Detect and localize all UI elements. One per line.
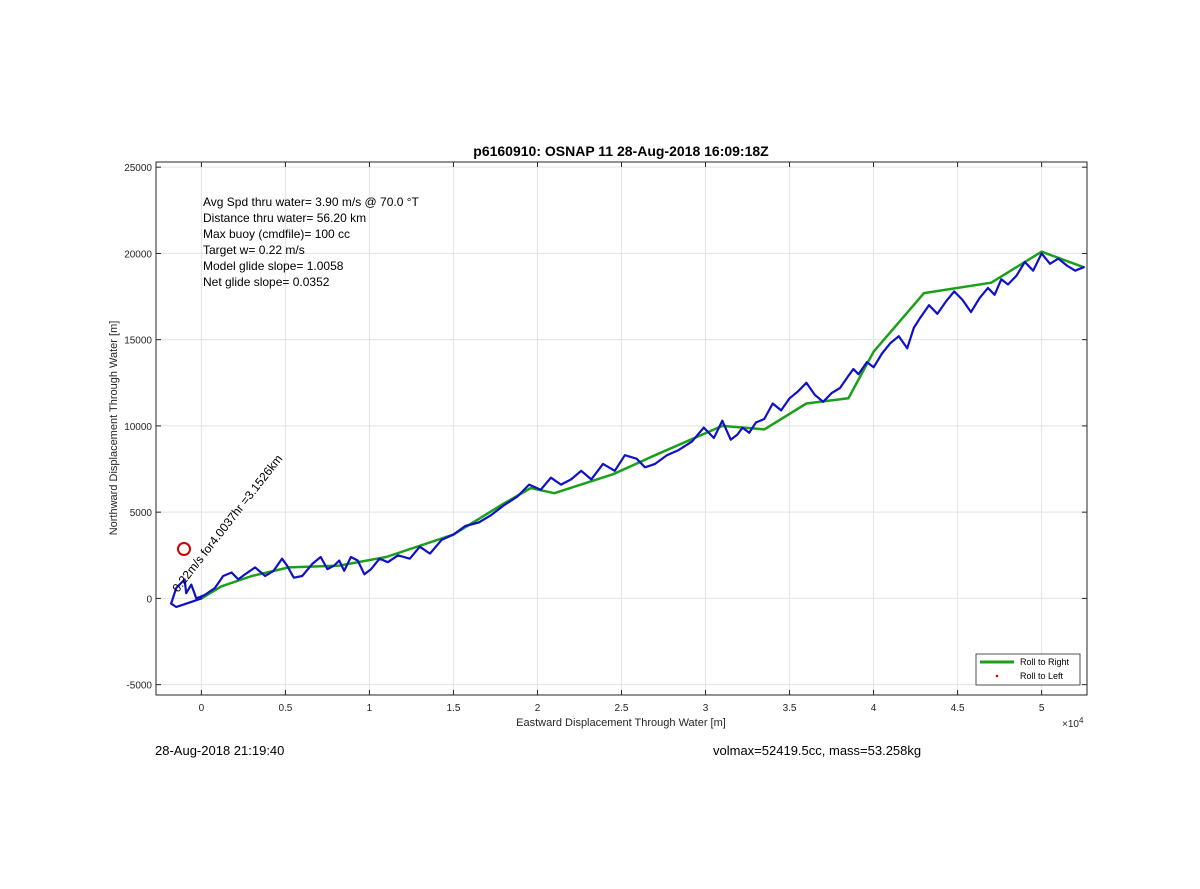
x-tick-label: 3 [703,703,709,714]
ticks: 0 0.5 1 1.5 2 2.5 3 3.5 4 4.5 5 -5000 0 5000 10000 1500… [124,162,1087,714]
x-tick-label: 5 [1039,703,1045,714]
stats-annotation: Avg Spd thru water= 3.90 m/s @ 70.0 °T [203,195,420,209]
series-line-track [170,252,1085,609]
annotations: Avg Spd thru water= 3.90 m/s @ 70.0 °T Di… [203,195,420,289]
x-tick-label: 0 [199,703,205,714]
series-layer [170,250,1085,609]
x-axis-label: Eastward Displacement Through Water [m] [516,717,726,729]
x-tick-label: 4 [871,703,877,714]
footer-timestamp: 28-Aug-2018 21:19:40 [155,743,285,758]
stats-annotation: Model glide slope= 1.0058 [203,259,344,273]
footer-volmax-mass: volmax=52419.5cc, mass=53.258kg [713,743,922,758]
legend-label-right: Roll to Right [1020,657,1070,667]
stats-annotation: Target w= 0.22 m/s [203,243,305,257]
x-tick-label: 0.5 [278,703,292,714]
x-tick-label: 2.5 [615,703,629,714]
y-axis-label: Northward Displacement Through Water [m] [108,321,120,536]
y-tick-label: 25000 [124,163,152,174]
y-tick-label: 10000 [124,422,152,433]
stats-annotation: Distance thru water= 56.20 km [203,211,366,225]
y-tick-label: 5000 [130,508,153,519]
y-tick-label: -5000 [126,681,152,692]
x-exponent-label: ×104 [1062,716,1084,730]
stats-annotation: Net glide slope= 0.0352 [203,275,330,289]
y-tick-label: 15000 [124,336,152,347]
x-tick-label: 4.5 [951,703,965,714]
legend-box [975,653,1081,686]
current-marker [177,542,191,556]
x-tick-label: 2 [535,703,541,714]
x-tick-label: 1 [367,703,373,714]
chart-title: p6160910: OSNAP 11 28-Aug-2018 16:09:18Z [473,143,769,159]
x-tick-label: 3.5 [783,703,797,714]
legend-swatch-left [995,674,999,678]
y-tick-label: 0 [146,594,152,605]
x-tick-label: 1.5 [446,703,460,714]
series-line-roll-to-right [200,250,1085,600]
legend-label-left: Roll to Left [1020,671,1064,681]
stats-annotation: Max buoy (cmdfile)= 100 cc [203,227,350,241]
grid [156,162,1087,695]
legend: Roll to Right Roll to Left [975,653,1081,686]
y-tick-label: 20000 [124,249,152,260]
